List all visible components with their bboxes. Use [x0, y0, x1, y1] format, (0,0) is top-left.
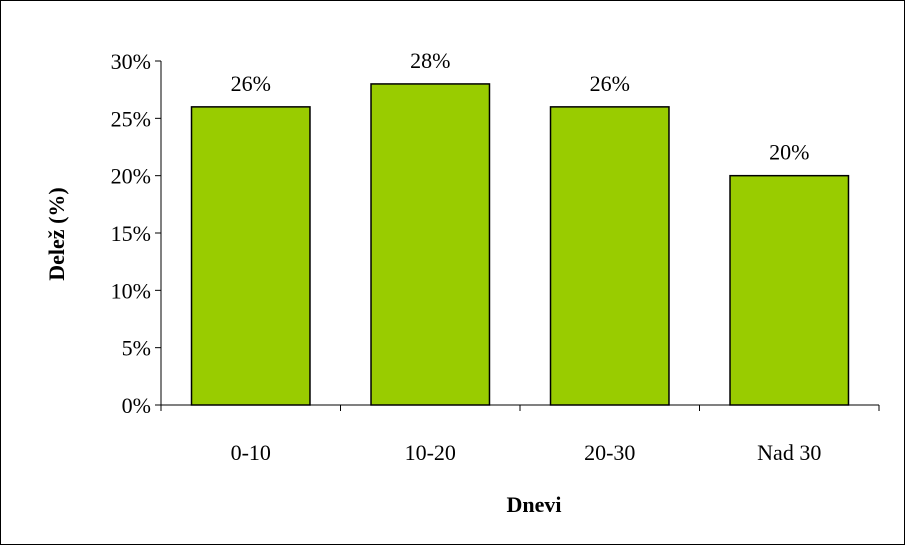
bar: [729, 174, 850, 406]
x-tick-label: 10-20: [405, 440, 456, 465]
bar-value-label: 26%: [231, 71, 271, 96]
bar-value-label: 28%: [410, 48, 450, 73]
y-ticks-group: 0% 5% 10% 15% 20% 25% 30%: [111, 49, 161, 418]
bar-value-label: 26%: [590, 71, 630, 96]
x-tick-label: Nad 30: [757, 440, 821, 465]
x-axis-title: Dnevi: [507, 492, 562, 517]
bar-value-label: 20%: [769, 140, 809, 165]
x-ticks-group: 0-10 10-20 20-30 Nad 30: [160, 405, 880, 465]
bar: [549, 106, 670, 406]
y-tick-label: 5%: [122, 336, 151, 361]
x-tick-label: 0-10: [231, 440, 271, 465]
y-tick-label: 10%: [111, 278, 151, 303]
x-tick-label: 20-30: [584, 440, 635, 465]
y-axis-title: Delež (%): [44, 187, 69, 280]
y-tick-label: 20%: [111, 164, 151, 189]
bar: [370, 83, 491, 406]
bar: [190, 106, 311, 406]
y-tick-label: 0%: [122, 393, 151, 418]
y-tick-label: 15%: [111, 221, 151, 246]
data-labels-group: 26% 28% 26% 20%: [231, 48, 810, 165]
bars-group: [190, 83, 850, 406]
y-tick-label: 25%: [111, 106, 151, 131]
y-tick-label: 30%: [111, 49, 151, 74]
